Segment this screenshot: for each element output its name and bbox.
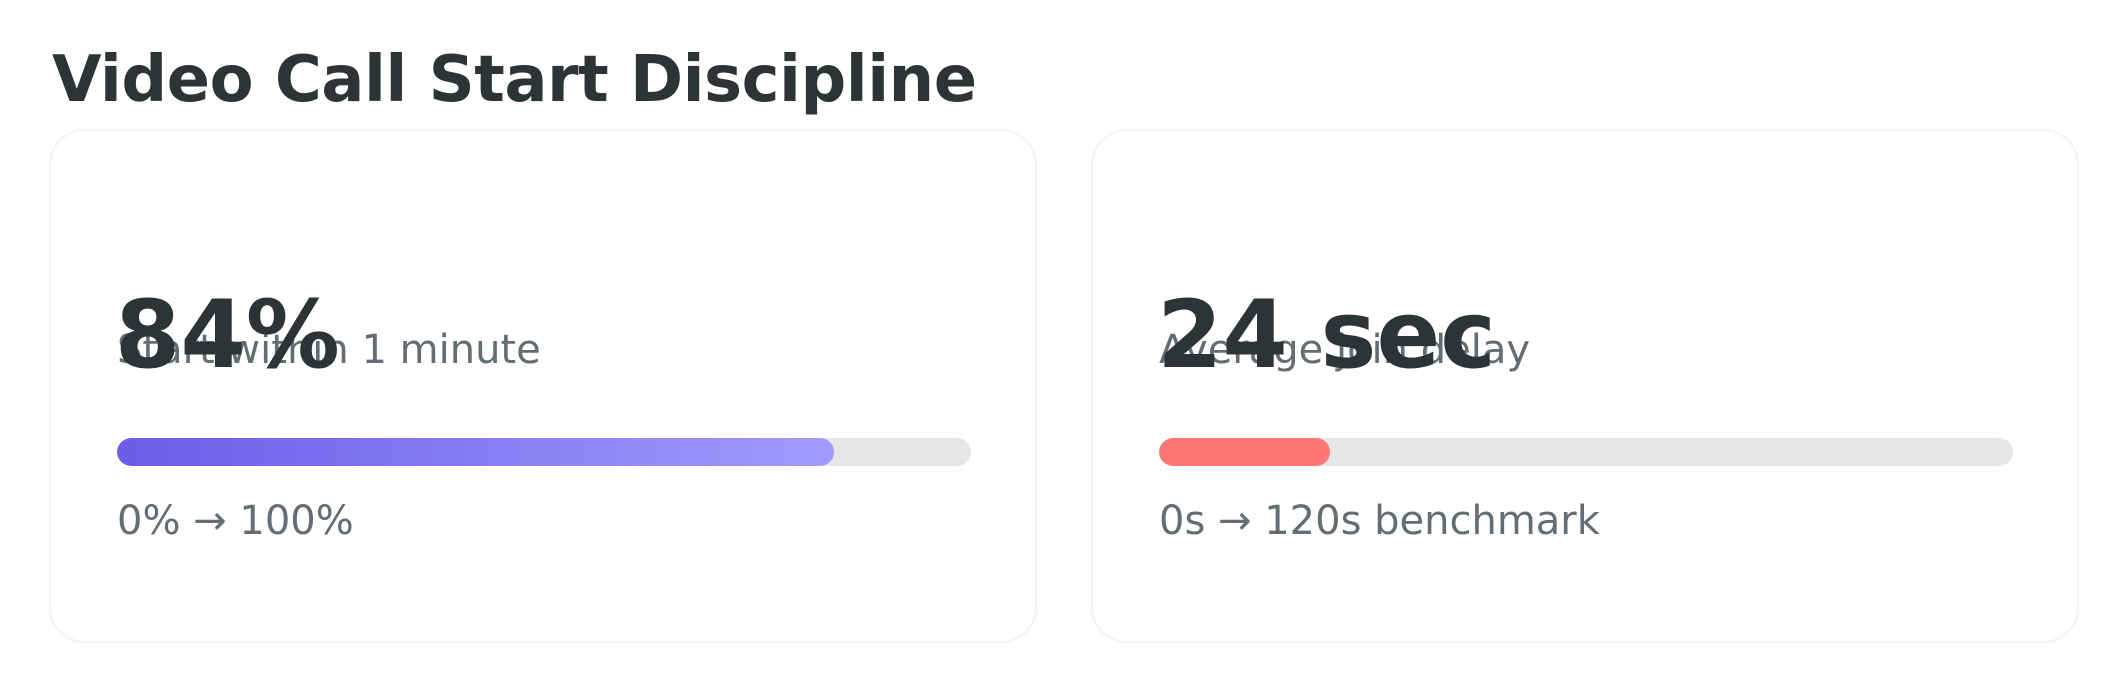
scale-label: 0s → 120s benchmark [1159, 498, 1600, 544]
progress-track [1159, 438, 2013, 466]
metric-label: Average join delay [1159, 327, 1531, 373]
metric-value: 84% [115, 281, 340, 390]
metric-card: Start within 1 minute 84% 0% → 100% [51, 131, 1035, 641]
progress-track [117, 438, 971, 466]
progress-fill [1159, 438, 1330, 466]
scale-label: 0% → 100% [117, 498, 354, 544]
metric-label: Start within 1 minute [117, 327, 541, 373]
metric-value: 24 sec [1157, 281, 1496, 390]
page-title: Video Call Start Discipline [52, 43, 977, 117]
progress-fill [117, 438, 835, 466]
metric-card: Average join delay 24 sec 0s → 120s benchm… [1093, 131, 2077, 641]
